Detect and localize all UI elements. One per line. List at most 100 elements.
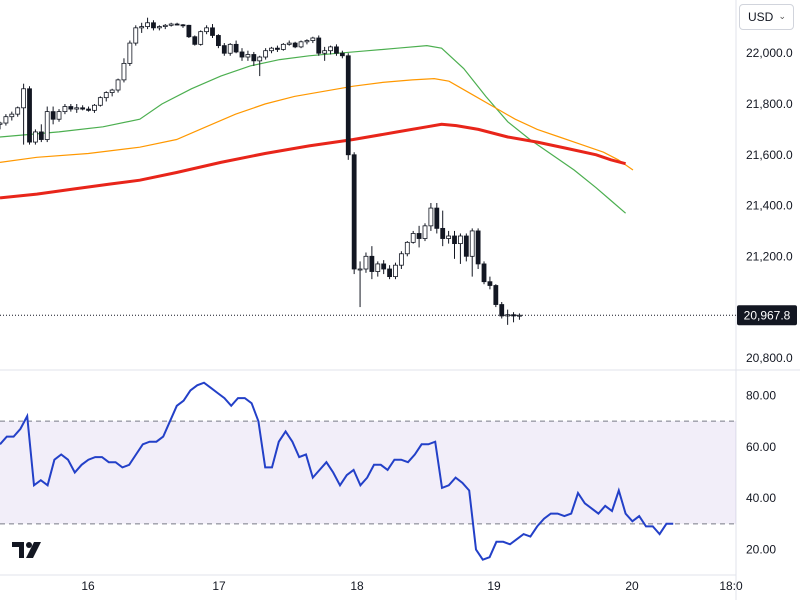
- time-tick-label: 19: [487, 579, 501, 593]
- candle-body: [86, 108, 91, 111]
- last-price-tag: [737, 305, 797, 326]
- candle: [21, 83, 27, 145]
- candle: [9, 111, 15, 121]
- rsi-tick-label: 60.00: [746, 440, 776, 454]
- candle-body: [109, 89, 115, 93]
- candle: [511, 312, 516, 323]
- candle-body: [198, 31, 204, 45]
- candle: [97, 96, 103, 107]
- candle-body: [227, 43, 233, 54]
- candle-body: [174, 23, 180, 26]
- candle-body: [381, 263, 387, 270]
- candle-body: [133, 27, 139, 44]
- moving-average-line: [0, 77, 634, 171]
- candle: [145, 17, 150, 30]
- candle: [227, 43, 233, 56]
- candle: [168, 22, 174, 27]
- candle-body: [328, 46, 333, 52]
- moving-average-line: [0, 44, 626, 214]
- candle-body: [404, 241, 410, 255]
- candle-body: [168, 23, 174, 26]
- candle-body: [68, 106, 74, 110]
- currency-selector[interactable]: USD ⌄: [739, 4, 794, 30]
- candle: [15, 106, 21, 117]
- candle: [428, 203, 434, 231]
- candle-body: [3, 116, 9, 124]
- candle: [416, 225, 422, 248]
- candle: [440, 210, 446, 247]
- candle: [44, 106, 50, 143]
- last-price-label: 20,967.8: [744, 308, 791, 322]
- candle-body: [151, 22, 156, 29]
- candle: [469, 228, 475, 277]
- time-tick-label: 20: [625, 579, 639, 593]
- candle-body: [387, 268, 392, 278]
- candle: [74, 104, 80, 113]
- candle: [452, 230, 457, 259]
- candle-body: [9, 113, 15, 118]
- candle-body: [298, 41, 304, 48]
- candle: [239, 48, 245, 61]
- candle-body: [139, 26, 145, 29]
- candle: [463, 233, 469, 262]
- candle: [339, 50, 345, 59]
- candle: [458, 233, 463, 264]
- time-tick-label: 17: [212, 579, 226, 593]
- candle: [50, 106, 56, 125]
- candle: [33, 129, 38, 145]
- moving-average-line: [0, 122, 626, 200]
- candle-body: [458, 235, 463, 245]
- candle: [369, 246, 375, 280]
- time-tick-label: 18:0: [719, 579, 743, 593]
- candle-body: [280, 43, 286, 50]
- candle: [192, 35, 198, 46]
- candle: [487, 276, 493, 290]
- candle: [316, 35, 322, 56]
- candle-body: [74, 107, 80, 110]
- candle: [505, 309, 511, 325]
- candle-body: [363, 255, 369, 270]
- candle: [393, 262, 398, 280]
- candle-body: [92, 104, 97, 111]
- candle-body: [239, 51, 245, 58]
- candle-body: [428, 207, 434, 227]
- candle-body: [304, 40, 310, 43]
- candle: [38, 124, 44, 143]
- candle: [210, 24, 215, 38]
- candle: [68, 104, 74, 112]
- candle-body: [180, 24, 186, 27]
- candle: [204, 25, 209, 35]
- candle: [127, 40, 133, 66]
- candle: [322, 46, 328, 61]
- candle-body: [334, 46, 339, 54]
- candle: [233, 40, 239, 54]
- candle-body: [15, 107, 21, 115]
- candle-body: [310, 37, 316, 41]
- candle: [381, 260, 387, 275]
- candle: [387, 265, 392, 280]
- candle-body: [469, 230, 475, 257]
- candle-body: [422, 225, 428, 239]
- candle: [174, 22, 180, 26]
- candle: [357, 261, 363, 308]
- candle: [304, 39, 310, 45]
- candle-body: [33, 131, 38, 143]
- candle-body: [127, 42, 133, 64]
- candle-body: [446, 235, 452, 239]
- candle-body: [475, 230, 481, 265]
- candle-body: [493, 285, 499, 305]
- candle-body: [27, 88, 32, 143]
- candle-body: [145, 22, 150, 27]
- candle-body: [463, 235, 469, 257]
- candle: [517, 313, 522, 320]
- candle: [269, 46, 274, 54]
- tradingview-logo: [12, 542, 41, 558]
- candle-body: [263, 50, 269, 58]
- candle: [404, 241, 410, 257]
- candle-body: [481, 263, 487, 283]
- candle: [115, 78, 121, 93]
- candle: [180, 24, 186, 28]
- candle: [221, 43, 227, 56]
